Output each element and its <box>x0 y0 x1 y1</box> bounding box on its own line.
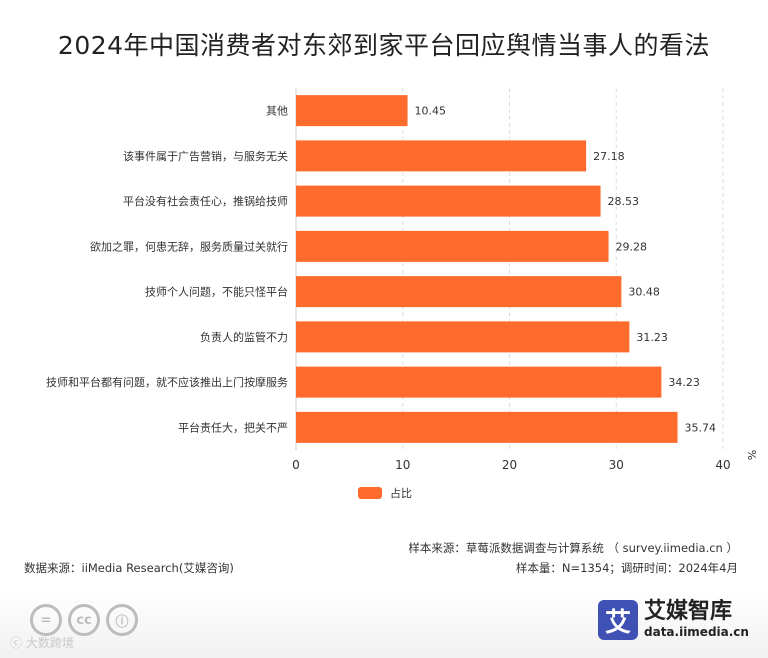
data-label: 27.18 <box>593 150 625 163</box>
bar <box>296 140 587 172</box>
sample-source: 样本来源：草莓派数据调查与计算系统 （ survey.iimedia.cn ） <box>408 541 738 555</box>
cc-icon: cc <box>68 604 100 636</box>
data-label: 34.23 <box>668 376 700 389</box>
data-label: 10.45 <box>415 105 447 118</box>
data-label: 30.48 <box>628 286 660 299</box>
bar <box>296 276 622 308</box>
x-tick-label: 40 <box>715 458 730 472</box>
category-label: 平台没有社会责任心，推锅给技师 <box>123 194 288 208</box>
bar <box>296 366 662 398</box>
data-label: 31.23 <box>636 331 668 344</box>
bar <box>296 411 678 443</box>
data-label: 29.28 <box>616 240 648 253</box>
x-tick-label: 30 <box>609 458 624 472</box>
x-tick-label: 0 <box>292 458 300 472</box>
x-unit-label: % <box>745 450 758 460</box>
category-label: 平台责任大，把关不严 <box>178 420 288 434</box>
category-label: 技师和平台都有问题，就不应该推出上门按摩服务 <box>46 375 288 389</box>
x-tick-label: 10 <box>395 458 410 472</box>
x-tick-label: 20 <box>502 458 517 472</box>
sample-info: 样本量：N=1354；调研时间：2024年4月 <box>515 561 738 575</box>
data-label: 28.53 <box>608 195 640 208</box>
category-label: 该事件属于广告营销，与服务无关 <box>123 149 288 163</box>
brand-logo: 艾 艾媒智库 data.iimedia.cn <box>598 600 749 640</box>
data-source: 数据来源：iiMedia Research(艾媒咨询) <box>24 561 234 575</box>
logo-icon: 艾 <box>598 600 638 640</box>
legend: 占比 <box>358 486 412 500</box>
data-label: 35.74 <box>685 421 717 434</box>
category-label: 其他 <box>266 105 288 118</box>
brand-name: 艾媒智库 <box>644 599 733 624</box>
watermark: ⓒ 大数跨境 <box>10 636 74 650</box>
category-label: 欲加之罪，何患无辞，服务质量过关就行 <box>90 239 288 253</box>
category-label: 技师个人问题，不能只怪平台 <box>145 285 288 299</box>
chart-title: 2024年中国消费者对东郊到家平台回应舆情当事人的看法 <box>57 31 711 60</box>
bar <box>296 95 408 127</box>
brand-url: data.iimedia.cn <box>644 625 749 639</box>
attribution-icon: ⓘ <box>106 604 138 636</box>
bar <box>296 230 609 262</box>
legend-swatch <box>358 487 382 499</box>
bar-chart: 0 10 20 30 40% 其他 10.45 该事件属于广告营销，与服务无关 27.18 平台没… <box>46 88 758 472</box>
equals-icon: = <box>30 604 62 636</box>
bar <box>296 185 601 217</box>
bar <box>296 321 630 353</box>
license-icons: = cc ⓘ <box>30 604 138 636</box>
category-label: 负责人的监管不力 <box>200 330 288 344</box>
legend-label: 占比 <box>390 487 412 500</box>
